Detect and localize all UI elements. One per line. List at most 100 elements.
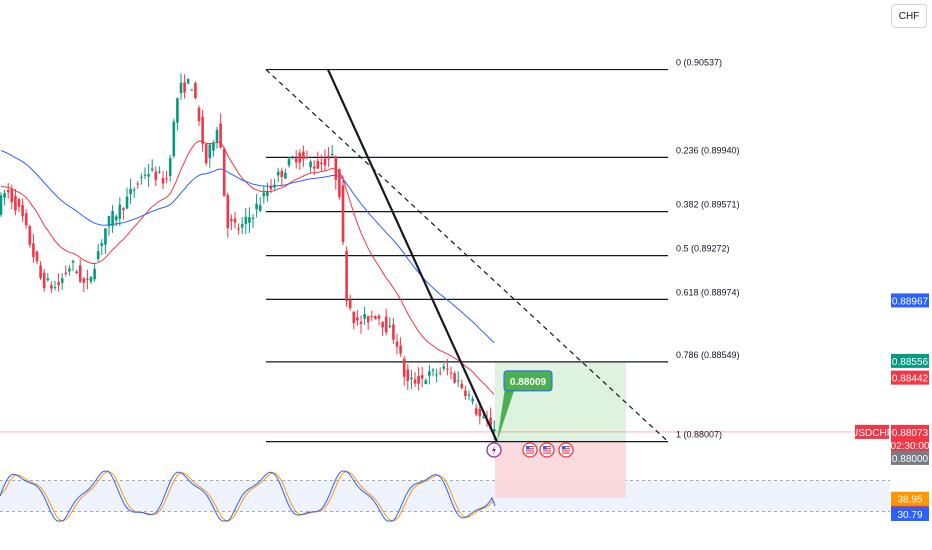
candle-body: [96, 251, 100, 260]
candle-body: [10, 188, 14, 203]
lightning-glyph: [492, 445, 496, 455]
fib-level-label: 0.618 (0.88974): [676, 287, 740, 297]
candle-body: [251, 217, 255, 219]
position-zones: [0, 361, 855, 498]
flag-canton: [526, 446, 530, 450]
candle-body: [388, 325, 392, 328]
event-icon-ring: [522, 442, 538, 458]
fibonacci-retracement: 0 (0.90537) 0.236 (0.89940) 0.382 (0.89571…: [266, 58, 740, 443]
candle-body: [143, 174, 147, 176]
candle-body: [316, 160, 320, 169]
price-label: 0.88556: [892, 357, 929, 368]
candle-body: [478, 408, 482, 417]
candle-body: [39, 265, 42, 279]
candle-body: [132, 189, 136, 191]
candle-body: [222, 148, 226, 197]
symbol-tag: USDCHF: [851, 424, 893, 439]
candle-body: [32, 243, 35, 258]
candle-body: [424, 380, 428, 385]
candle-body: [312, 166, 316, 169]
event-icons[interactable]: [486, 442, 574, 458]
candle-body: [168, 158, 172, 177]
candle-body: [208, 144, 212, 159]
stoch-k-line: [0, 470, 496, 522]
candle-body: [460, 383, 464, 389]
candle-body: [17, 199, 21, 207]
price-label: 0.88967: [892, 296, 929, 307]
candle-body: [154, 171, 158, 181]
candle-body: [86, 278, 89, 280]
candle-body: [190, 89, 194, 91]
candle-body: [104, 228, 107, 245]
candle-body: [348, 299, 352, 309]
candle-body: [194, 83, 197, 99]
candle-body: [370, 316, 374, 318]
candle-body: [78, 265, 82, 282]
candle-body: [338, 169, 341, 198]
price-label: 0.88442: [892, 374, 929, 385]
candle-body: [53, 287, 57, 289]
candle-body: [179, 82, 183, 94]
candle-body: [428, 371, 431, 376]
candle-body: [244, 216, 248, 224]
candle-body: [140, 177, 143, 179]
stoch-label-bg: [891, 506, 929, 521]
candle-body: [273, 184, 276, 188]
fib-level-label: 0.5 (0.89272): [676, 244, 730, 254]
candle-body: [71, 260, 75, 263]
us-flag-event-icon[interactable]: [522, 442, 538, 458]
candle-body: [410, 377, 413, 380]
candle-body: [402, 358, 406, 377]
candle-body: [201, 116, 204, 144]
candle-body: [197, 107, 201, 122]
candle-body: [89, 276, 93, 282]
candlesticks: [0, 73, 496, 441]
candle-body: [464, 390, 467, 396]
price-axis-labels: 0.88967 0.88556 0.88442 USDCHF 0.88073 02:30:…: [851, 293, 930, 521]
flag-stripe: [562, 450, 570, 452]
candle-body: [330, 154, 334, 156]
candle-body: [186, 78, 190, 84]
candle-body: [287, 158, 291, 166]
candle-body: [359, 321, 363, 324]
currency-label: CHF: [898, 10, 920, 22]
candle-body: [374, 316, 377, 319]
trend-lines: [265, 69, 669, 443]
stoch-d-line: [0, 470, 496, 522]
candle-body: [417, 375, 420, 384]
candle-body: [453, 373, 456, 383]
candle-body: [413, 379, 417, 384]
lightning-event-icon[interactable]: [486, 442, 502, 458]
us-flag-event-icon[interactable]: [558, 442, 574, 458]
currency-selector[interactable]: CHF: [891, 4, 927, 28]
candle-body: [276, 171, 280, 176]
flag-stripe: [526, 450, 534, 452]
moving-averages: [0, 140, 495, 395]
candle-body: [60, 278, 64, 283]
candle-body: [107, 216, 111, 227]
candle-body: [334, 156, 338, 180]
flag-stripe: [562, 452, 570, 454]
candle-body: [136, 183, 140, 185]
flag-stripe: [543, 450, 551, 452]
candle-body: [46, 278, 50, 281]
candle-body: [68, 268, 71, 272]
candle-body: [366, 316, 370, 323]
candle-body: [161, 177, 165, 184]
candle-body: [489, 417, 492, 429]
candle-body: [377, 315, 381, 319]
candle-body: [3, 192, 6, 198]
candle-body: [284, 172, 287, 179]
candle-body: [291, 157, 294, 159]
candle-body: [255, 203, 258, 210]
price-label-bg: [891, 353, 929, 368]
candle-body: [237, 228, 240, 230]
solid-trend-line: [326, 69, 499, 443]
symbol-tag-bg: [855, 424, 889, 439]
candle-body: [345, 251, 348, 302]
candle-body: [352, 311, 356, 324]
us-flag-event-icon[interactable]: [539, 442, 555, 458]
candle-body: [269, 186, 273, 189]
flag-stripe: [562, 448, 570, 450]
